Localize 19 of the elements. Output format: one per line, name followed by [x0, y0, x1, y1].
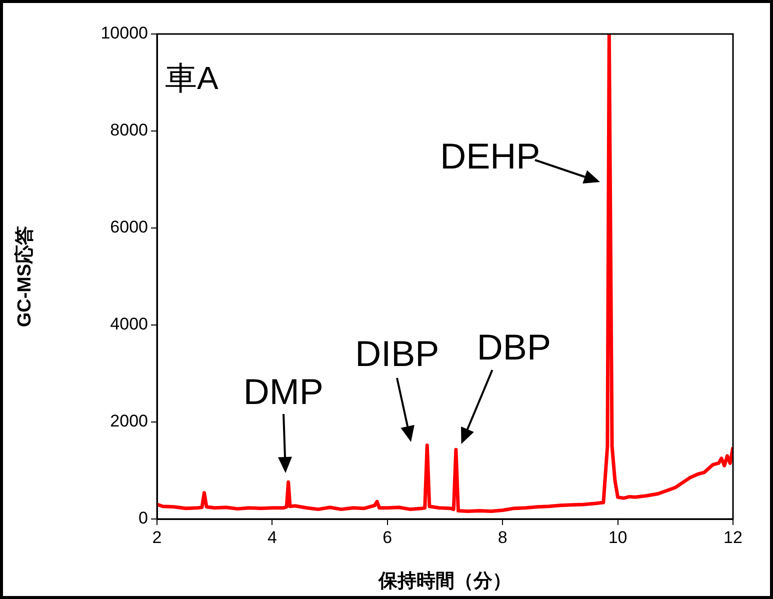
y-tick-label: 0	[138, 508, 148, 528]
x-tick-label: 2	[152, 528, 162, 547]
annotation: DEHP	[440, 135, 540, 176]
y-tick-label: 2000	[110, 412, 148, 431]
annotation: DBP	[476, 326, 551, 368]
y-tick-label: 6000	[110, 218, 148, 237]
x-tick-label: 8	[498, 528, 508, 547]
x-tick-label: 12	[724, 528, 742, 547]
x-tick-label: 10	[608, 528, 628, 547]
annotation: 車A	[165, 60, 219, 96]
x-axis-title: 保持時間（分）	[378, 570, 512, 592]
x-tick-label: 6	[382, 528, 392, 547]
annotation: DIBP	[355, 333, 440, 374]
y-tick-label: 8000	[110, 120, 148, 140]
annotation: DMP	[243, 371, 324, 412]
y-tick-label: 4000	[110, 314, 148, 334]
y-axis-title: GC-MS応答	[14, 226, 36, 328]
x-tick-label: 4	[267, 528, 277, 547]
y-tick-label: 10000	[100, 24, 148, 43]
